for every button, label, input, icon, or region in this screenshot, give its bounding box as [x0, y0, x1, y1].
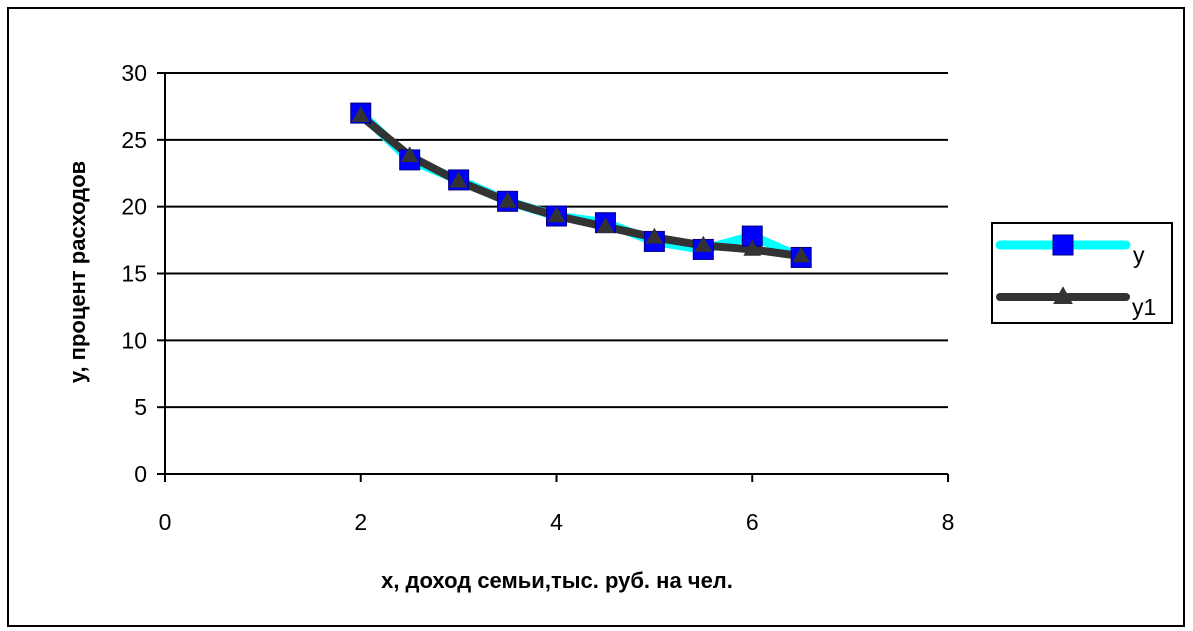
legend-item-y1: y1: [996, 286, 1156, 320]
y-axis-title: y, процент расходов: [65, 161, 90, 383]
y-tick-label: 30: [121, 60, 147, 86]
x-tick-label: 8: [942, 509, 955, 535]
chart-frame: [7, 7, 1185, 627]
x-tick-label: 0: [159, 509, 172, 535]
data-point-y1: [792, 246, 811, 263]
legend-label: y1: [1132, 294, 1156, 320]
data-point-y1: [645, 227, 664, 244]
grid-lines: [165, 72, 948, 409]
x-tick-label: 6: [746, 509, 759, 535]
x-axis-title: x, доход семьи,тыс. руб. на чел.: [381, 568, 733, 593]
series-y1: [356, 111, 806, 261]
y-tick-label: 25: [121, 127, 147, 153]
legend-items: y y1: [995, 234, 1156, 320]
series-markers-y1: [351, 106, 811, 263]
data-point-y1: [547, 206, 566, 223]
series: [350, 102, 812, 268]
legend-swatch-marker: [1053, 286, 1073, 304]
y-tick-labels: 0 5 10 15 20 25 30: [121, 60, 147, 487]
axes: [157, 72, 949, 482]
data-point-y1: [449, 171, 468, 188]
data-point-y1: [351, 106, 370, 123]
x-tick-label: 4: [550, 509, 563, 535]
y-tick-label: 15: [121, 261, 147, 287]
data-point-y1: [743, 239, 762, 256]
y-tick-label: 10: [121, 327, 147, 353]
x-tick-labels: 0 2 4 6 8: [159, 509, 955, 535]
legend-swatch-marker: [1052, 234, 1074, 256]
y-tick-label: 5: [134, 394, 147, 420]
legend-item-y: y: [995, 234, 1145, 268]
y-tick-label: 20: [121, 194, 147, 220]
y-tick-label: 0: [134, 461, 147, 487]
legend-box: [991, 222, 1173, 324]
x-tick-label: 2: [354, 509, 367, 535]
legend: y y1: [991, 222, 1173, 324]
data-point-y1: [596, 217, 615, 233]
legend-label: y: [1133, 242, 1145, 268]
data-point-y1: [694, 235, 713, 252]
data-point-y1: [498, 191, 517, 208]
data-point-y1: [400, 146, 419, 163]
series-line-y1: [356, 111, 806, 261]
